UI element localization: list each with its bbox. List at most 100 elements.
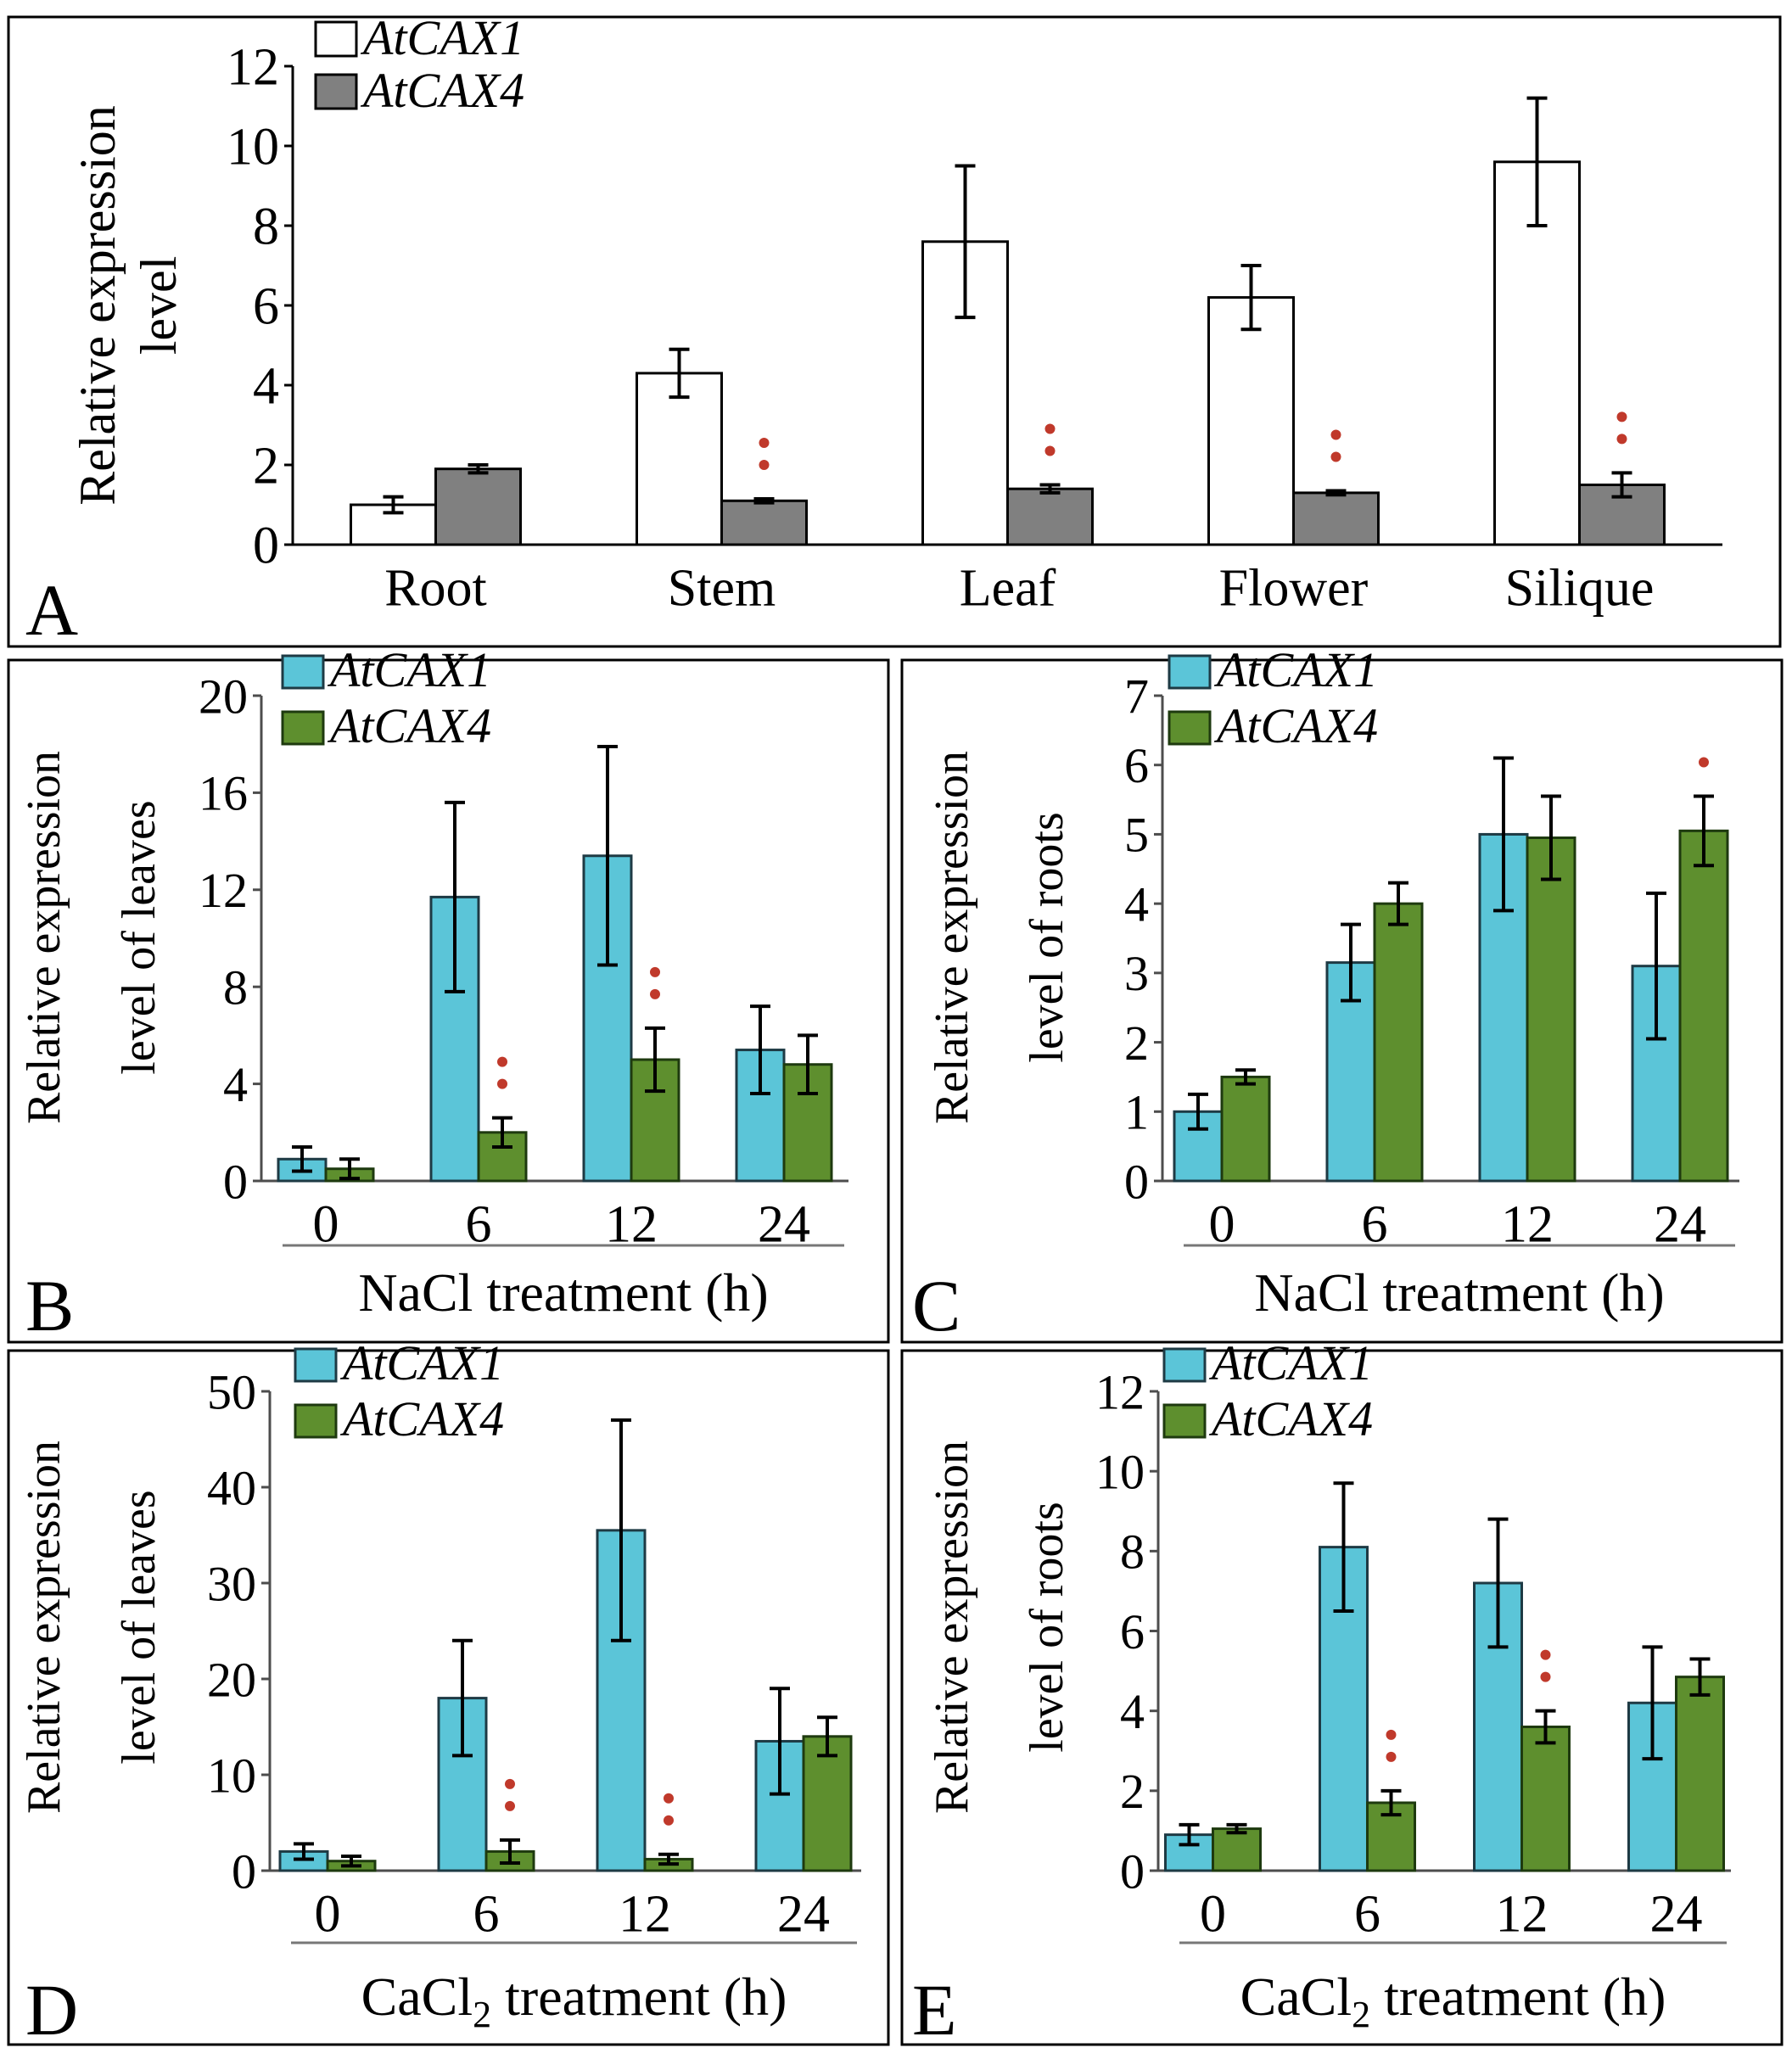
- legend-label: AtCAX4: [339, 1391, 504, 1446]
- y-tick-label: 4: [1124, 876, 1149, 932]
- panel-frame: [7, 1349, 890, 2046]
- category-label: 12: [619, 1885, 671, 1943]
- category-label: 6: [1362, 1195, 1388, 1253]
- legend-swatch: [281, 654, 325, 690]
- significance-marker: [1699, 757, 1709, 768]
- significance-dot: [497, 1056, 507, 1067]
- category-label: 24: [777, 1885, 830, 1943]
- category-label: 24: [758, 1195, 810, 1253]
- bar-atcax4: [1675, 1676, 1725, 1872]
- significance-dot: [505, 1800, 515, 1811]
- significance-dot: [759, 437, 770, 448]
- legend-label: AtCAX1: [339, 1335, 504, 1390]
- y-tick-label: 6: [1124, 738, 1149, 793]
- significance-marker: [497, 1056, 507, 1089]
- significance-marker: [505, 1778, 515, 1811]
- y-axis-label: Relative expression level of roots: [926, 1441, 1073, 1814]
- y-tick-label: 0: [253, 518, 279, 575]
- panel-d: 0 10 20 30 40 50 Relative expression level of l…: [7, 1335, 890, 2051]
- significance-dot: [1330, 429, 1341, 440]
- y-tick-label: 8: [253, 199, 279, 256]
- bar-atcax4: [720, 499, 808, 546]
- x-axis-label: CaCl2 treatment (h): [1240, 1967, 1666, 2035]
- significance-marker: [1540, 1649, 1551, 1682]
- significance-dot: [759, 459, 770, 470]
- y-axis-label-line: level of roots: [1021, 812, 1073, 1062]
- x-axis-label: NaCl treatment (h): [358, 1262, 768, 1323]
- significance-marker: [664, 1793, 674, 1826]
- panel-label: D: [25, 1969, 78, 2051]
- panel-a: 0 2 4 6 8 10 12 Relative expression level Root Ste…: [7, 10, 1782, 651]
- legend-label: AtCAX1: [1208, 1335, 1373, 1390]
- significance-dot: [505, 1778, 515, 1789]
- significance-marker: [1616, 411, 1627, 445]
- y-axis-label-line: level of leaves: [113, 800, 165, 1074]
- y-tick-label: 0: [1120, 1844, 1145, 1899]
- y-tick-label: 4: [1120, 1684, 1145, 1739]
- significance-dot: [1044, 445, 1056, 456]
- bar-atcax4: [1520, 1726, 1571, 1872]
- y-tick-label: 2: [253, 438, 279, 495]
- y-tick-label: 5: [1124, 808, 1149, 863]
- legend-swatch: [294, 1347, 338, 1383]
- y-tick-label: 6: [253, 278, 279, 336]
- y-tick-label: 7: [1124, 669, 1149, 724]
- significance-dot: [1540, 1671, 1551, 1682]
- category-label: 6: [1354, 1885, 1380, 1943]
- y-axis-label-line: level: [131, 256, 187, 355]
- y-tick-label: 8: [1120, 1525, 1145, 1580]
- significance-dot: [1330, 451, 1341, 462]
- significance-dot: [664, 1815, 674, 1826]
- legend-swatch: [314, 20, 358, 58]
- category-label: 24: [1650, 1885, 1703, 1943]
- legend-label: AtCAX4: [1208, 1391, 1373, 1446]
- panel-label: A: [25, 569, 78, 651]
- category-label: Leaf: [960, 559, 1056, 617]
- legend-label: AtCAX4: [327, 698, 491, 753]
- category-label: Root: [384, 559, 487, 617]
- significance-marker: [759, 437, 770, 470]
- y-tick-label: 0: [1124, 1154, 1149, 1209]
- y-axis-label-line: Relative expression: [18, 751, 70, 1124]
- y-axis-label: Relative expression level of leaves: [18, 751, 165, 1124]
- y-tick-label: 4: [223, 1057, 248, 1112]
- y-tick-label: 10: [227, 119, 279, 176]
- legend-label: AtCAX4: [1213, 698, 1378, 753]
- bar-atcax4: [1292, 491, 1380, 546]
- y-tick-label: 20: [207, 1652, 256, 1707]
- y-axis-label-line: level of roots: [1021, 1502, 1073, 1752]
- bar-atcax4: [1526, 836, 1576, 1183]
- significance-dot: [650, 988, 660, 999]
- panel-label: C: [912, 1265, 960, 1346]
- category-label: 12: [1496, 1885, 1548, 1943]
- legend-swatch: [1168, 654, 1212, 690]
- y-tick-label: 12: [1095, 1364, 1145, 1419]
- significance-dot: [497, 1078, 507, 1089]
- y-axis-label: Relative expression level of leaves: [18, 1441, 165, 1814]
- category-label: Flower: [1219, 559, 1369, 617]
- legend-swatch: [1162, 1403, 1207, 1439]
- significance-dot: [1699, 757, 1709, 768]
- legend-label: AtCAX4: [360, 63, 524, 118]
- significance-marker: [1044, 423, 1056, 456]
- y-tick-label: 4: [253, 358, 279, 416]
- legend-swatch: [294, 1403, 338, 1439]
- y-tick-label: 6: [1120, 1604, 1145, 1659]
- bar-atcax4: [1373, 902, 1424, 1183]
- bar-atcax4: [434, 467, 522, 546]
- y-tick-label: 0: [232, 1844, 256, 1899]
- legend-swatch: [1168, 710, 1212, 746]
- y-tick-label: 12: [227, 39, 279, 97]
- category-label: 0: [313, 1195, 339, 1253]
- legend-label: AtCAX1: [360, 10, 524, 65]
- y-tick-label: 40: [207, 1460, 256, 1515]
- y-tick-label: 10: [207, 1748, 256, 1803]
- panel-b: 0 4 8 12 16 20 Relative expression level of lea…: [7, 642, 890, 1346]
- y-axis-label-line: Relative expression: [70, 105, 126, 506]
- significance-marker: [1386, 1729, 1397, 1762]
- y-tick-label: 20: [199, 669, 248, 724]
